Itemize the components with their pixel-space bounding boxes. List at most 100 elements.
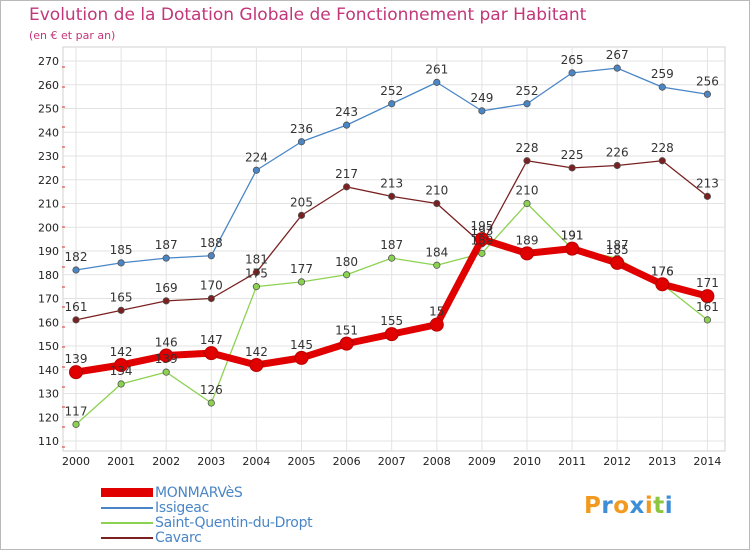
y-tick-label: 170: [38, 293, 59, 306]
y-tick-label: 270: [38, 55, 59, 68]
y-tick-label: 110: [38, 435, 59, 448]
series-point-0: [159, 348, 174, 363]
data-label-3: 225: [561, 148, 584, 162]
data-label-1: 224: [245, 150, 268, 164]
y-tick-label: 260: [38, 79, 59, 92]
data-label-3: 161: [65, 300, 88, 314]
series-point-0: [114, 358, 129, 372]
series-point-0: [429, 317, 444, 332]
series-point-1: [658, 83, 666, 91]
y-tick-label: 190: [38, 245, 59, 258]
series-point-2: [207, 399, 215, 407]
data-label-2: 187: [380, 238, 403, 252]
series-point-2: [342, 271, 351, 279]
logo-letter: o: [613, 493, 630, 519]
data-label-1: 267: [606, 48, 629, 62]
series-point-0: [294, 350, 309, 365]
series-point-3: [207, 294, 215, 303]
legend-item: Saint-Quentin-du-Dropt: [101, 514, 313, 531]
logo-letter: t: [653, 493, 665, 519]
data-label-2: 175: [245, 267, 268, 281]
series-point-1: [433, 78, 441, 86]
series-point-3: [613, 161, 621, 170]
x-tick-label: 2001: [107, 455, 135, 468]
data-label-1: 249: [470, 91, 493, 105]
data-label-3: 193: [470, 224, 493, 238]
data-label-3: 213: [380, 176, 403, 190]
series-point-0: [204, 346, 219, 361]
data-label-0: 176: [651, 264, 674, 278]
data-label-2: 191: [561, 229, 584, 243]
x-tick-label: 2003: [197, 455, 225, 468]
series-point-1: [703, 90, 712, 98]
data-label-2: 126: [200, 383, 223, 397]
series-point-2: [117, 380, 125, 388]
data-label-0: 195: [470, 219, 493, 233]
series-point-2: [72, 420, 80, 428]
data-label-1: 185: [110, 243, 133, 257]
x-tick-label: 2004: [242, 455, 270, 468]
x-tick-label: 2011: [558, 455, 586, 468]
x-tick-label: 2008: [423, 455, 451, 468]
data-label-2: 180: [335, 255, 358, 269]
series-point-0: [700, 289, 715, 304]
series-point-1: [478, 107, 486, 115]
y-tick-label: 230: [38, 150, 59, 163]
series-point-3: [297, 211, 306, 219]
series-point-0: [69, 365, 83, 380]
series-point-3: [658, 157, 666, 165]
series-point-1: [72, 266, 80, 274]
legend-label: Issigeac: [155, 499, 209, 516]
data-label-0: 155: [380, 314, 403, 328]
data-label-3: 170: [200, 279, 223, 293]
series-point-1: [388, 100, 396, 108]
series-point-3: [388, 192, 396, 200]
data-label-1: 265: [561, 53, 584, 67]
legend-label: MONMARVèS: [155, 484, 243, 501]
y-tick-label: 220: [38, 174, 59, 187]
data-label-3: 228: [516, 141, 539, 155]
data-label-2: 139: [155, 352, 178, 366]
data-label-3: 181: [245, 252, 268, 266]
logo-letter: i: [664, 493, 674, 519]
series-point-1: [568, 69, 576, 77]
series-point-2: [297, 278, 306, 286]
data-label-2: 184: [425, 245, 448, 259]
legend-swatch: [101, 488, 153, 497]
data-label-0: 189: [516, 233, 539, 247]
series-point-0: [249, 358, 264, 372]
series-point-3: [117, 306, 125, 314]
legend-label: Saint-Quentin-du-Dropt: [155, 514, 313, 531]
data-label-0: 171: [696, 276, 719, 290]
data-label-3: 213: [696, 176, 719, 190]
logo-letter: r: [601, 493, 614, 519]
y-tick-label: 210: [38, 198, 59, 211]
series-point-0: [384, 327, 399, 342]
y-tick-label: 250: [38, 103, 59, 116]
series-point-0: [610, 255, 625, 270]
x-tick-label: 2012: [603, 455, 631, 468]
x-tick-label: 2002: [152, 455, 180, 468]
series-point-2: [523, 199, 531, 208]
data-label-0: 142: [245, 345, 268, 359]
data-label-0: 145: [290, 338, 313, 352]
data-label-3: 205: [290, 195, 313, 209]
x-tick-label: 2014: [693, 455, 721, 468]
data-label-2: 210: [516, 184, 539, 198]
series-point-1: [297, 138, 306, 146]
series-point-0: [474, 232, 489, 247]
data-label-2: 176: [651, 264, 674, 278]
series-point-2: [478, 249, 486, 257]
legend-item: Issigeac: [101, 499, 312, 516]
data-label-0: 142: [110, 345, 133, 359]
data-label-0: 191: [561, 229, 584, 243]
x-tick-label: 2009: [468, 455, 496, 468]
chart-legend: MONMARVèS Issigeac Saint-Quentin-du-Dropt C…: [101, 484, 313, 546]
data-label-1: 236: [290, 122, 313, 136]
y-tick-label: 160: [38, 316, 59, 329]
x-tick-label: 2007: [378, 455, 406, 468]
series-point-2: [252, 283, 260, 291]
data-label-3: 165: [110, 290, 133, 304]
data-label-2: 117: [65, 404, 88, 418]
